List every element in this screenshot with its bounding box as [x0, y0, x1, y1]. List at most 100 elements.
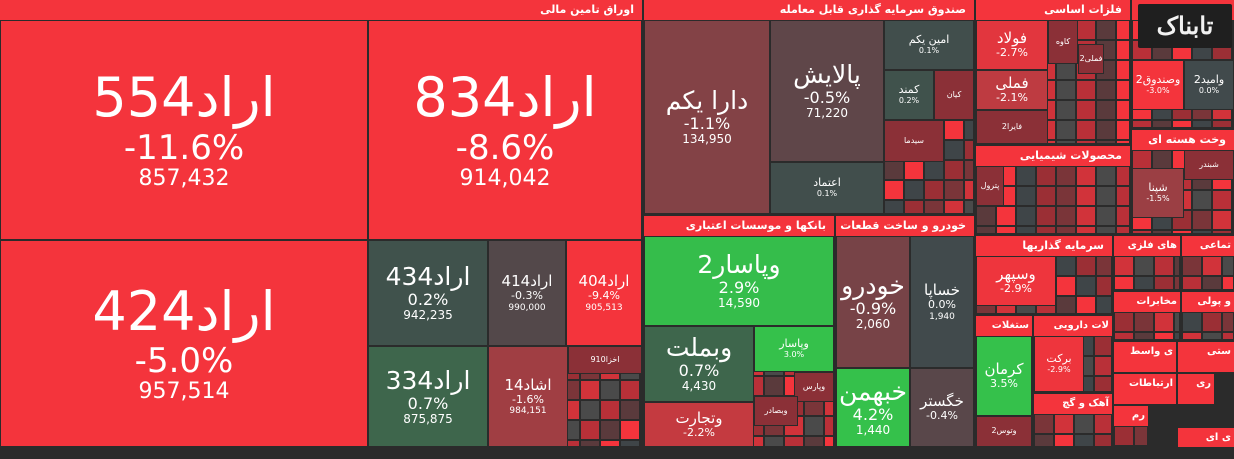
stock-tile[interactable]: اراد424 -5.0% 957,514	[0, 240, 368, 447]
sector-filler-cell	[1182, 332, 1202, 340]
sector-filler-cell	[1116, 120, 1130, 140]
sector-header[interactable]: اوراق تامین مالی	[0, 0, 642, 20]
sector-filler-cell	[1154, 256, 1174, 276]
sector-header[interactable]: خودرو و ساخت قطعات	[836, 216, 974, 236]
stock-tile[interactable]: پالایش -0.5% 71,220	[770, 20, 884, 162]
stock-tile[interactable]: وبملت 0.7% 4,430	[644, 326, 754, 402]
stock-tile[interactable]: کیان	[934, 70, 974, 120]
stock-tile[interactable]: فملی -2.1%	[976, 70, 1048, 110]
stock-name: اراد434	[385, 262, 471, 292]
sector-header[interactable]: های فلزی	[1114, 236, 1180, 256]
sector-header[interactable]: مخابرات	[1114, 292, 1180, 312]
stock-tile[interactable]: شبندر	[1184, 150, 1234, 180]
stock-tile[interactable]: اعتماد 0.1%	[770, 162, 884, 214]
stock-tile[interactable]: کرمان 3.5%	[976, 336, 1032, 416]
stock-tile[interactable]: اخزا910	[568, 346, 642, 374]
site-logo: تابناک	[1138, 4, 1232, 48]
sector-filler-cell	[1056, 256, 1076, 276]
sector-header[interactable]: ی واسط	[1114, 342, 1176, 372]
stock-name: اراد414	[501, 272, 553, 291]
stock-tile[interactable]: خساپا 0.0% 1,940	[910, 236, 974, 368]
stock-tile[interactable]: خودرو -0.9% 2,060	[836, 236, 910, 368]
sector-filler-cell	[1076, 296, 1096, 314]
sector-header[interactable]: صندوق سرمایه گذاری قابل معامله	[644, 0, 974, 20]
stock-tile[interactable]: اراد834 -8.6% 914,042	[368, 20, 642, 240]
sector-filler-cell	[1114, 332, 1134, 340]
stock-tile[interactable]: کاوه	[1048, 20, 1078, 64]
stock-tile[interactable]: کمند 0.2%	[884, 70, 934, 120]
sector-header[interactable]: سرمایه گذاریها	[976, 236, 1112, 256]
sector-header[interactable]: ی ای	[1178, 428, 1234, 447]
stock-tile[interactable]: وبصادر	[754, 396, 798, 426]
sector-header[interactable]: وخت هسته ای	[1132, 130, 1234, 150]
stock-tile[interactable]: وتجارت -2.2%	[644, 402, 754, 447]
stock-tile[interactable]: اراد404 -9.4% 905,513	[566, 240, 642, 346]
sector-filler-cell	[580, 380, 600, 400]
stock-tile[interactable]: وامید2 0.0%	[1184, 60, 1234, 110]
stock-change: -9.4%	[588, 289, 620, 303]
sector-filler-cell	[1192, 230, 1212, 234]
stock-tile[interactable]: سیدما	[884, 120, 944, 162]
sector-header[interactable]: محصولات شیمیایی	[976, 146, 1130, 166]
stock-tile[interactable]: امین یکم 0.1%	[884, 20, 974, 70]
sector-filler-cell	[1096, 80, 1116, 100]
sector-header[interactable]: ستغلات	[976, 316, 1032, 336]
stock-tile[interactable]: وپاسار2 2.9% 14,590	[644, 236, 834, 326]
sector-filler-cell	[1116, 206, 1130, 226]
stock-tile[interactable]: خبهمن 4.2% 1,440	[836, 368, 910, 447]
stock-tile[interactable]: فولاد -2.7%	[976, 20, 1048, 70]
stock-tile[interactable]: اراد414 -0.3% 990,000	[488, 240, 566, 346]
stock-change: -5.0%	[134, 341, 234, 382]
sector-header[interactable]: رم	[1114, 406, 1148, 426]
sector-header[interactable]: تماعی	[1182, 236, 1234, 256]
sector-filler-cell	[1096, 140, 1116, 144]
stock-tile[interactable]: پترول	[976, 166, 1004, 206]
sector-filler-cell	[1096, 166, 1116, 186]
sector-header[interactable]: ارتباطات	[1114, 374, 1176, 404]
sector-filler-cell	[1096, 100, 1116, 120]
stock-name: خگستر	[920, 391, 964, 410]
stock-tile[interactable]: وتوس2	[976, 416, 1032, 447]
stock-tile[interactable]: شپنا -1.5%	[1132, 168, 1184, 218]
sector-filler-cell	[976, 226, 996, 234]
stock-change: -1.1%	[683, 114, 731, 134]
stock-name: کمند	[898, 83, 920, 97]
stock-tile[interactable]: خگستر -0.4%	[910, 368, 974, 447]
sector-header[interactable]: ری	[1178, 374, 1214, 404]
sector-filler-cell	[944, 180, 964, 200]
stock-tile[interactable]: دارا یکم -1.1% 134,950	[644, 20, 770, 214]
sector-filler-cell	[1076, 20, 1096, 40]
stock-change: -0.9%	[849, 299, 897, 319]
sector-filler-cell	[1116, 20, 1130, 40]
stock-tile[interactable]: وپاسار 3.0%	[754, 326, 834, 372]
stock-tile[interactable]: وصندوق2 -3.0%	[1132, 60, 1184, 110]
sector-filler-cell	[1056, 80, 1076, 100]
stock-tile[interactable]: اشاد14 -1.6% 984,151	[488, 346, 568, 447]
stock-tile[interactable]: اراد334 0.7% 875,875	[368, 346, 488, 447]
sector-header[interactable]: بانکها و موسسات اعتباری	[644, 216, 834, 236]
sector-filler-cell	[1222, 256, 1234, 276]
stock-tile[interactable]: اراد554 -11.6% 857,432	[0, 20, 368, 240]
sector-filler-cell	[1212, 230, 1232, 234]
stock-tile[interactable]: وسپهر -2.9%	[976, 256, 1056, 306]
stock-tile[interactable]: فملی2	[1078, 44, 1104, 74]
sector-filler-cell	[1096, 206, 1116, 226]
stock-tile[interactable]: فایرا2	[976, 110, 1048, 144]
stock-tile[interactable]: برکت -2.9%	[1034, 336, 1084, 392]
stock-tile[interactable]: وپارس	[794, 372, 834, 402]
sector-filler-cell	[1202, 312, 1222, 332]
sector-filler-cell	[1056, 296, 1076, 314]
stock-change: -11.6%	[123, 127, 245, 168]
stock-name: وپاسار2	[697, 250, 781, 280]
sector-header[interactable]: لات دارویی	[1034, 316, 1112, 336]
sector-header[interactable]: ستی	[1178, 342, 1234, 372]
stock-tile[interactable]: اراد434 0.2% 942,235	[368, 240, 488, 346]
sector-header[interactable]: و پولی	[1182, 292, 1234, 312]
sector-filler-cell	[1202, 332, 1222, 340]
sector-filler-cell	[640, 420, 642, 440]
sector-filler-cell	[1116, 60, 1130, 80]
sector-header[interactable]: آهک و گچ	[1034, 394, 1112, 414]
stock-volume: 984,151	[509, 406, 547, 417]
sector-header[interactable]: فلزات اساسی	[976, 0, 1130, 20]
